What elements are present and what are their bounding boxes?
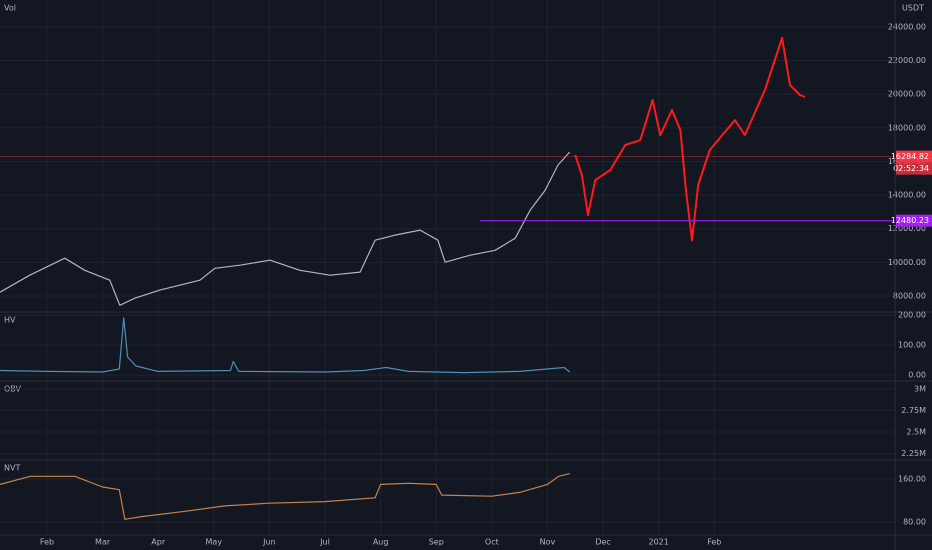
x-tick-label: May	[206, 538, 223, 547]
y-tick-label: 12000.00	[888, 224, 926, 233]
level-label-bg	[896, 150, 932, 163]
y-tick-label: 10000.00	[888, 258, 926, 267]
y-tick-label: 20000.00	[888, 90, 926, 99]
y-tick-label: 2.25M	[901, 449, 926, 458]
level-label: 12480.23	[891, 216, 929, 225]
y-tick-label: 2.5M	[906, 428, 926, 437]
x-tick-label: Nov	[540, 538, 556, 547]
x-tick-label: Sep	[429, 538, 444, 547]
countdown-bg	[896, 162, 932, 175]
y-tick-label: 0.00	[908, 371, 926, 380]
y-tick-label: 100.00	[898, 341, 926, 350]
x-tick-label: Feb	[707, 538, 721, 547]
pane-title: Vol	[4, 4, 16, 13]
price-line	[0, 151, 571, 306]
y-tick-label: 3M	[914, 385, 926, 394]
x-tick-label: Mar	[95, 538, 111, 547]
y-tick-label: 200.00	[898, 311, 926, 320]
y-tick-label: 18000.00	[888, 123, 926, 132]
x-tick-label: Aug	[373, 538, 389, 547]
price-line	[574, 36, 806, 242]
x-tick-label: Feb	[40, 538, 54, 547]
y-tick-label: 22000.00	[888, 56, 926, 65]
level-label-bg	[896, 214, 932, 227]
y-tick-label: 24000.00	[888, 22, 926, 31]
pane-title: HV	[4, 316, 16, 325]
x-tick-label: Dec	[595, 538, 610, 547]
x-tick-label: Jun	[262, 538, 276, 547]
y-tick-label: 8000.00	[893, 292, 926, 301]
axis-unit: USDT	[902, 4, 924, 13]
level-label: 16284.82	[891, 152, 929, 161]
x-tick-label: 2021	[648, 538, 668, 547]
countdown-label: 02:52:34	[893, 164, 929, 173]
pane-title: NVT	[4, 464, 20, 473]
x-tick-label: Oct	[485, 538, 499, 547]
y-tick-label: 14000.00	[888, 191, 926, 200]
y-tick-label: 80.00	[903, 517, 926, 526]
price-line	[0, 317, 571, 374]
y-tick-label: 2.75M	[901, 406, 926, 415]
y-tick-label: 160.00	[898, 474, 926, 483]
x-tick-label: Apr	[151, 538, 166, 547]
x-tick-label: Jul	[319, 538, 330, 547]
price-line	[0, 473, 570, 520]
